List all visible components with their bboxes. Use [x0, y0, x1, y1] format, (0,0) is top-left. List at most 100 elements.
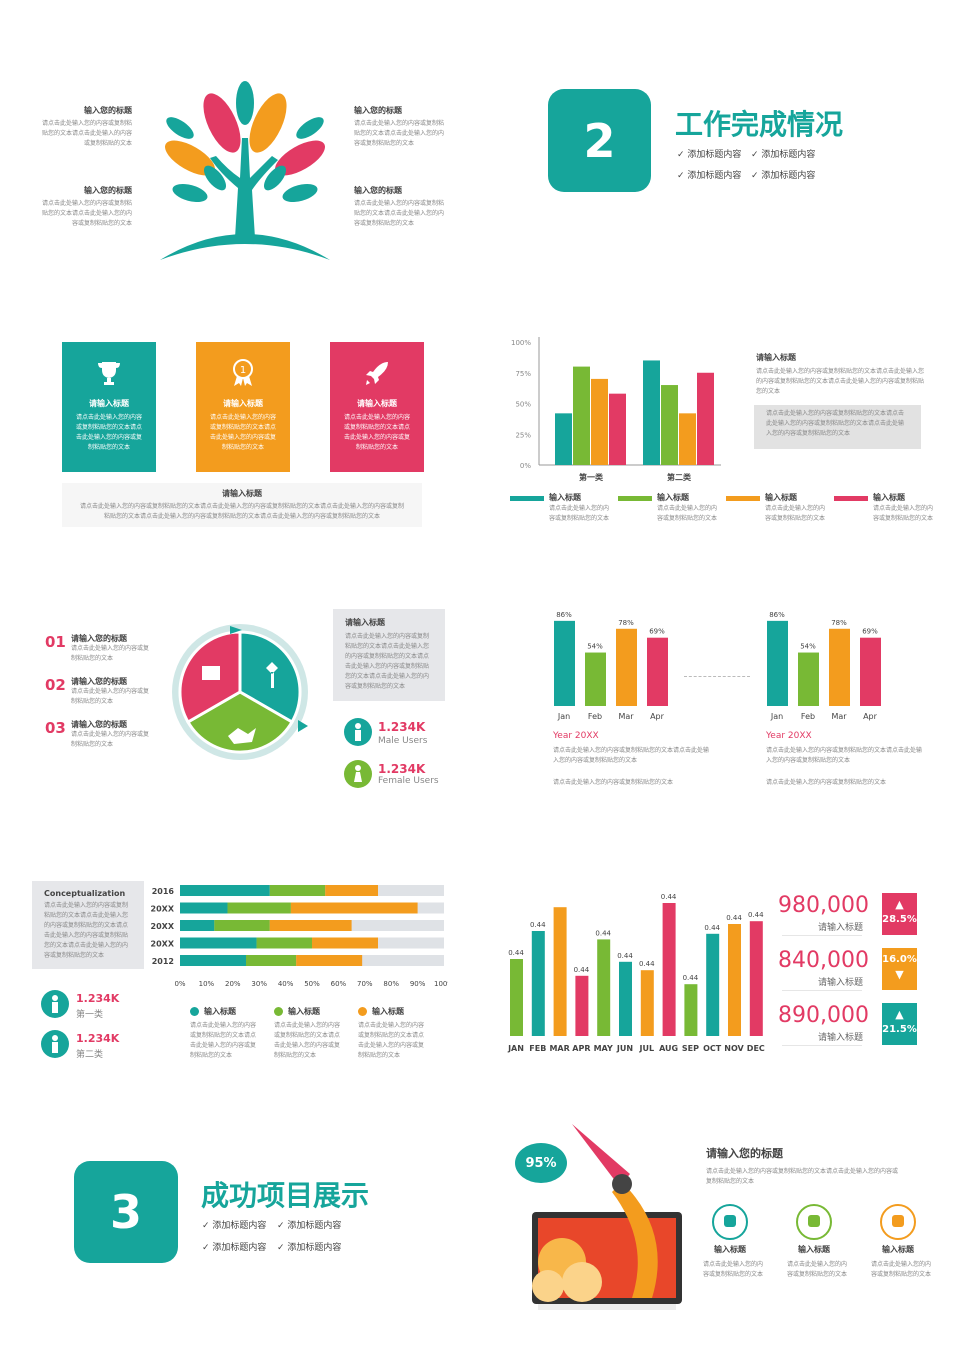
tree-right-2: 输入您的标题 请点击此处输入您的内容或复制粘贴您的文本请点击此处输入您的内容或复…: [354, 185, 444, 229]
medal-icon: 1: [233, 359, 253, 386]
kpi-percent: 16.0%: [882, 954, 917, 965]
x-tick-label: FEB: [529, 1044, 546, 1053]
gbar-box: 请点击此处输入您的内容或复制粘贴您的文本请点击此处输入您的内容或复制粘贴您的文本…: [754, 405, 921, 449]
male-label: Male Users: [378, 736, 428, 746]
bar: [597, 939, 611, 1036]
bar: [679, 413, 696, 465]
data-label: 86%: [556, 611, 572, 619]
y-tick-label: 20XX: [151, 940, 175, 949]
cycle-diagram: [172, 624, 308, 760]
bar: [662, 903, 676, 1036]
cycle-text: 请点击此处输入您的内容或复制粘贴您的文本: [71, 731, 150, 748]
y-tick-label: 2016: [152, 887, 175, 896]
check-item: ✓ 添加标题内容: [677, 150, 742, 160]
y-tick-label: 2012: [152, 957, 174, 966]
gbar-text: 请点击此处输入您的内容或复制粘贴您的文本请点击此处输入您的内容或复制粘贴您的文本…: [756, 368, 925, 395]
x-tick-label: 30%: [251, 980, 267, 988]
legend-swatch: [834, 496, 868, 501]
check-item: ✓ 添加标题内容: [277, 1243, 342, 1253]
y-tick-label: 0%: [520, 462, 531, 470]
bar: [767, 620, 788, 706]
data-label: 69%: [649, 628, 665, 636]
bar: [728, 924, 741, 1036]
stat-value: 1.234K: [76, 1032, 120, 1045]
x-tick-label: Feb: [801, 712, 815, 721]
x-tick-label: AUG: [659, 1044, 678, 1053]
bar-segment: [180, 955, 246, 966]
bar: [798, 652, 819, 706]
icon-title: 输入标题: [714, 1245, 746, 1254]
legend-title: 输入标题: [372, 1007, 404, 1016]
bar-segment: [227, 902, 291, 914]
bar: [575, 975, 589, 1036]
month-bar-chart-2: 86% Jan 54% Feb 78% Mar 69% Apr: [767, 611, 881, 721]
x-tick-label: SEP: [682, 1044, 699, 1053]
x-tick-label: 第一类: [579, 472, 603, 482]
x-tick-label: 50%: [304, 980, 320, 988]
x-tick-label: NOV: [724, 1044, 744, 1053]
card-2: 1 请输入标题 请点击此处输入您的内容或复制粘贴您的文本请点击此处输入您的内容或…: [196, 342, 290, 472]
data-label: 0.44: [617, 952, 633, 960]
legend-swatch: [618, 496, 652, 501]
bar: [706, 933, 720, 1036]
tree-title: 输入您的标题: [354, 186, 402, 195]
bar: [640, 970, 654, 1036]
footer-title: 请输入标题: [222, 489, 262, 498]
data-label: 0.44: [683, 974, 699, 982]
x-tick-label: 90%: [410, 980, 426, 988]
gbar-desc: 请输入标题 请点击此处输入您的内容或复制粘贴您的文本请点击此处输入您的内容或复制…: [756, 352, 924, 397]
x-tick-label: MAR: [549, 1044, 569, 1053]
kpi-divider: [782, 990, 862, 991]
female-icon: [344, 760, 372, 788]
x-tick-label: 70%: [357, 980, 373, 988]
kpi-divider: [782, 1045, 862, 1046]
tree-title: 输入您的标题: [354, 106, 402, 115]
arrow-down-icon: ▼: [895, 968, 904, 981]
bar: [643, 360, 660, 465]
section-title: 成功项目展示: [201, 1179, 370, 1212]
arrow-up-icon: ▲: [895, 898, 904, 911]
arrow-up-icon: ▲: [895, 1008, 904, 1021]
section-number: 2: [548, 89, 651, 192]
bar: [531, 931, 545, 1036]
data-label: 0.44: [726, 914, 742, 922]
x-tick-label: JUN: [616, 1044, 633, 1053]
bar: [591, 378, 608, 465]
x-tick-label: Feb: [588, 712, 602, 721]
bar: [619, 961, 632, 1036]
x-tick-label: 60%: [331, 980, 347, 988]
stat-label: 第一类: [76, 1010, 104, 1020]
tree-title: 输入您的标题: [84, 106, 132, 115]
icon-text: 请点击此处输入您的内容或复制粘贴您的文本: [870, 1261, 931, 1278]
bar: [647, 637, 668, 706]
female-value: 1.234K: [378, 762, 426, 776]
legend-text: 请点击此处输入您的内容或复制粘贴您的文本: [549, 505, 610, 522]
legend-title: 输入标题: [549, 493, 581, 502]
icon-title: 输入标题: [882, 1245, 914, 1254]
legend-title: 输入标题: [657, 493, 689, 502]
bar-segment: [180, 937, 257, 949]
lightbulb-icon: [712, 1204, 748, 1240]
kpi-value: 890,000: [778, 1003, 869, 1028]
card-text: 请点击此处输入您的内容或复制粘贴您的文本请点击此处输入您的内容或复制粘贴您的文本: [209, 414, 276, 451]
cycle-text: 请点击此处输入您的内容或复制粘贴您的文本: [71, 645, 150, 662]
bar-segment: [256, 937, 312, 949]
person-icon: [41, 990, 69, 1018]
svg-text:1: 1: [240, 365, 246, 376]
icon-text: 请点击此处输入您的内容或复制粘贴您的文本: [786, 1261, 847, 1278]
concept-title: Conceptualization: [44, 889, 126, 898]
bar: [553, 907, 567, 1036]
card-title: 请输入标题: [89, 399, 129, 408]
cycle-num: 03: [45, 719, 66, 737]
y-tick-label: 100%: [511, 339, 531, 347]
check-item: ✓ 添加标题内容: [277, 1221, 342, 1231]
legend-text: 请点击此处输入您的内容或复制粘贴您的文本: [873, 505, 934, 522]
x-tick-label: 20%: [225, 980, 241, 988]
x-tick-label: APR: [572, 1044, 590, 1053]
cycle-title: 请输入您的标题: [71, 720, 127, 729]
data-label: 0.44: [661, 893, 677, 901]
chart-growth-icon: [796, 1204, 832, 1240]
legend-text: 请点击此处输入您的内容或复制粘贴您的文本请点击此处输入您的内容或复制粘贴您的文本: [274, 1022, 341, 1059]
bar: [860, 637, 881, 706]
legend-title: 输入标题: [204, 1007, 236, 1016]
